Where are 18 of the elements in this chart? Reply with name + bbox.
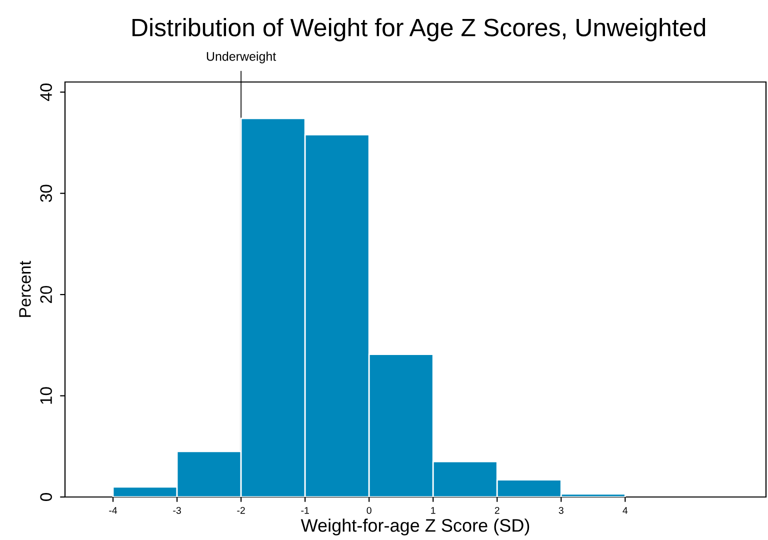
y-tick-label: 0 xyxy=(40,493,52,501)
x-tick-label: 2 xyxy=(494,506,500,514)
x-tick-label: -1 xyxy=(301,507,309,514)
x-axis-title: Weight-for-age Z Score (SD) xyxy=(300,518,530,536)
y-tick-label: 10 xyxy=(40,387,52,404)
y-tick-label: 20 xyxy=(40,286,52,303)
y-tick-label: 40 xyxy=(40,84,52,102)
chart-title: Distribution of Weight for Age Z Scores, Unweighted xyxy=(132,18,706,42)
y-axis-title: Percent xyxy=(19,260,31,317)
x-tick-label: -2 xyxy=(237,506,245,514)
y-tick-label: 30 xyxy=(40,184,52,202)
x-tick-label: 3 xyxy=(558,506,564,514)
x-tick-label: 4 xyxy=(622,507,628,514)
x-tick-label: -4 xyxy=(109,507,118,514)
x-tick-label: 0 xyxy=(366,506,372,514)
x-tick-label: 1 xyxy=(431,507,436,514)
x-tick-label: -3 xyxy=(173,506,181,514)
ref-line-label: Underweight xyxy=(206,52,276,64)
